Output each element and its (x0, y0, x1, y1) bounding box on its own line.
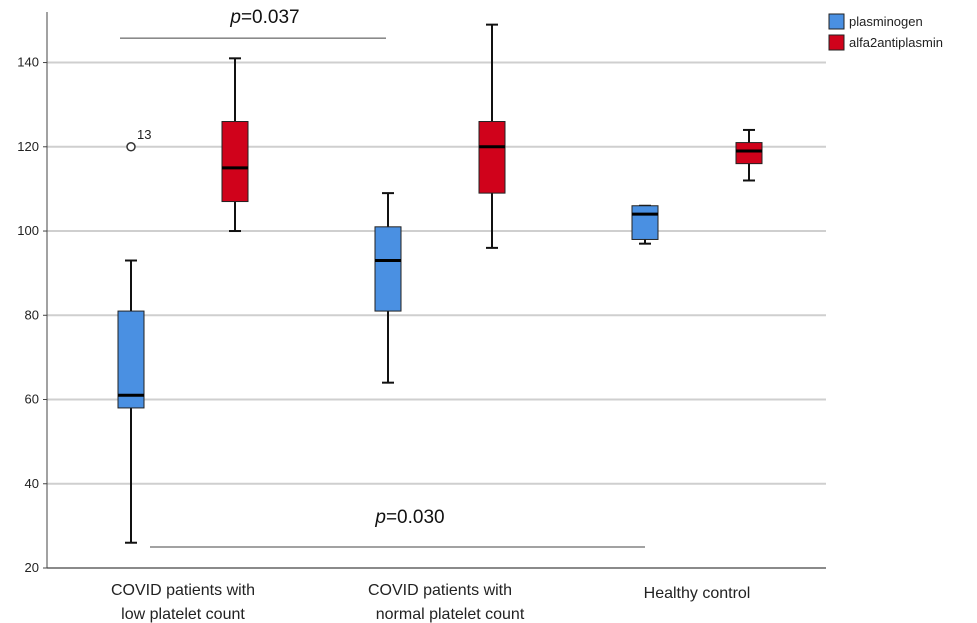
y-tick-label: 40 (25, 476, 39, 491)
y-tick-label: 100 (17, 223, 39, 238)
category-label-normal-line1: COVID patients with (368, 582, 512, 599)
p-value: =0.037 (241, 7, 300, 28)
legend: plasminogen alfa2antiplasmin (828, 13, 943, 51)
box-iqr (478, 121, 506, 194)
legend-swatch-alfa2antiplasmin (828, 34, 845, 51)
p-symbol: p (229, 7, 241, 28)
box-alfa2antiplasmin-2 (735, 128, 763, 182)
category-label-low-line1: COVID patients with (111, 582, 255, 599)
outliers: 13 (126, 127, 151, 152)
outlier-point (126, 142, 136, 152)
axes (46, 12, 826, 569)
annotations: p=0.037 p=0.030 (120, 7, 645, 548)
outlier-label: 13 (137, 127, 151, 142)
p-value: =0.030 (386, 507, 445, 528)
y-tick-label: 60 (25, 392, 39, 407)
box-iqr (735, 142, 763, 165)
category-label-control: Healthy control (644, 585, 751, 602)
box-plasminogen-0 (117, 259, 145, 544)
category-label-normal-line2: normal platelet count (376, 606, 525, 623)
category-label-low-line2: low platelet count (121, 606, 245, 623)
legend-swatch-plasminogen (828, 13, 845, 30)
y-tick-label: 20 (25, 560, 39, 575)
box-iqr (117, 310, 145, 409)
legend-label-alfa2antiplasmin: alfa2antiplasmin (849, 35, 943, 50)
box-plasminogen-2 (631, 204, 659, 245)
significance-label-top: p=0.037 (229, 7, 299, 28)
category-labels: COVID patients with low platelet count C… (111, 582, 750, 623)
box-iqr (221, 121, 249, 203)
y-tick-label: 80 (25, 307, 39, 322)
box-plasminogen-1 (374, 192, 402, 384)
box-iqr (374, 226, 402, 312)
significance-label-bottom: p=0.030 (374, 507, 444, 528)
boxes (117, 23, 763, 544)
grid-lines (47, 61, 826, 569)
legend-label-plasminogen: plasminogen (849, 14, 923, 29)
y-tick-labels: 20 40 60 80 100 120 140 (17, 55, 47, 575)
y-tick-label: 140 (17, 55, 39, 70)
p-symbol: p (374, 507, 386, 528)
box-iqr (631, 205, 659, 240)
box-alfa2antiplasmin-1 (478, 23, 506, 249)
box-alfa2antiplasmin-0 (221, 57, 249, 233)
y-tick-label: 120 (17, 139, 39, 154)
